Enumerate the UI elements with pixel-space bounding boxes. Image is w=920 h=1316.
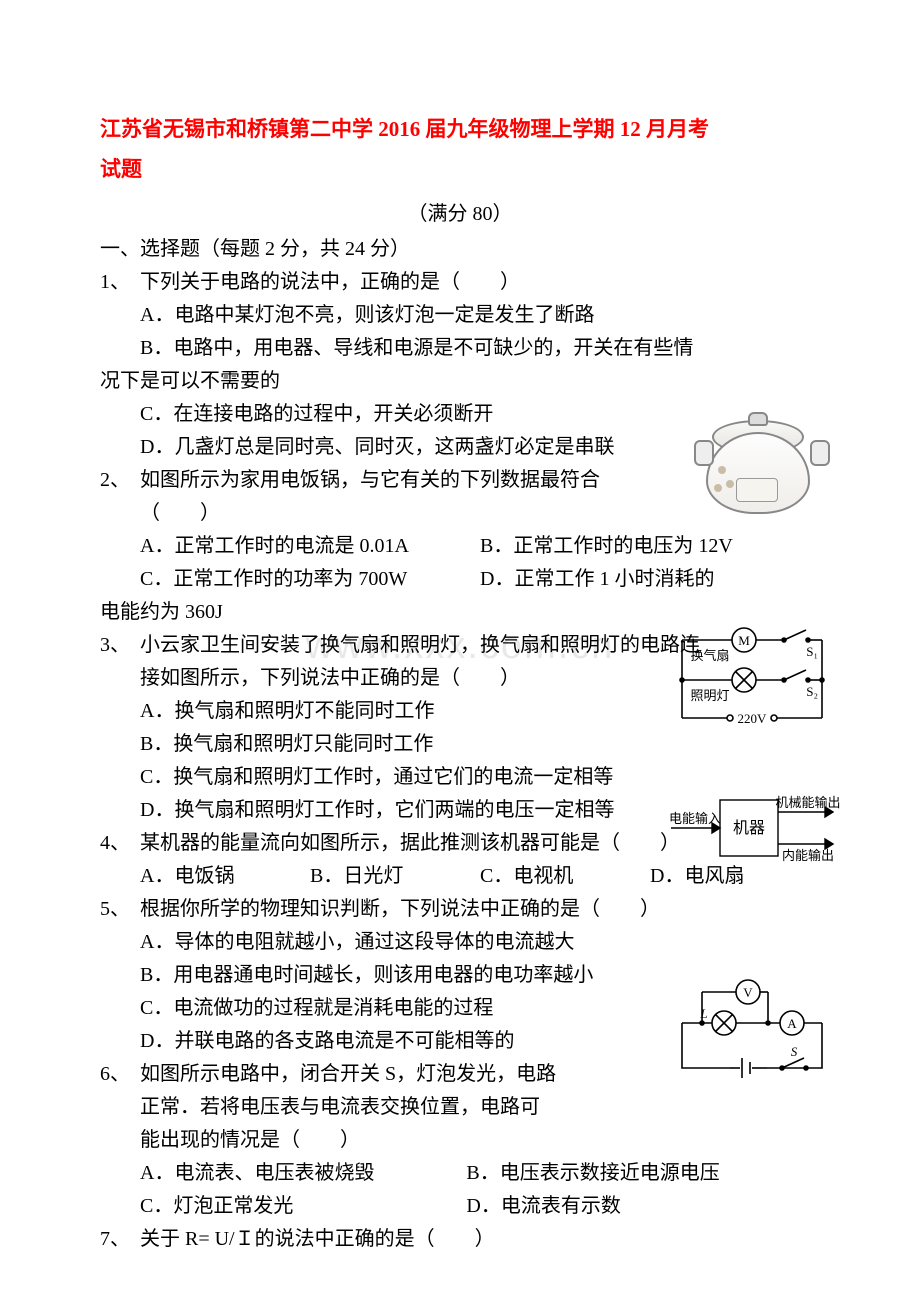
- voltmeter-label: V: [743, 985, 753, 1000]
- mechanical-output-label: 机械能输出: [775, 795, 840, 810]
- question-1: 1、 下列关于电路的说法中，正确的是（ ）: [100, 266, 820, 299]
- section-1-header: 一、选择题（每题 2 分，共 24 分）: [100, 233, 820, 266]
- rice-cooker-decor-icon: [714, 484, 722, 492]
- full-marks: （满分 80）: [100, 198, 820, 231]
- doc-title-2: 试题: [100, 150, 820, 190]
- q1-opt-b-part2: 况下是可以不需要的: [100, 365, 820, 398]
- heat-output-label: 内能输出: [782, 848, 834, 863]
- q5-opt-a: A．导体的电阻就越小，通过这段导体的电流越大: [100, 926, 820, 959]
- fan-label: 换气扇: [690, 648, 729, 663]
- q4-number: 4、: [100, 827, 140, 860]
- exam-page: www.xxx.com.cn 江苏省无锡市和桥镇第二中学 2016 届九年级物理…: [0, 0, 920, 1316]
- rice-cooker-knob: [748, 412, 768, 426]
- q6-number: 6、: [100, 1058, 140, 1091]
- switch-s1-label: S₁: [806, 644, 818, 659]
- q2-row-cd: C．正常工作时的功率为 700W D．正常工作 1 小时消耗的: [100, 563, 820, 596]
- q2-opt-b: B．正常工作时的电压为 12V: [480, 530, 820, 563]
- rice-cooker-panel: [736, 478, 778, 502]
- q4-opt-c: C．电视机: [480, 860, 650, 893]
- q7-number: 7、: [100, 1223, 140, 1256]
- rice-cooker-handle-right: [810, 440, 830, 466]
- q2-number: 2、: [100, 464, 140, 497]
- q1-stem: 下列关于电路的说法中，正确的是（ ）: [140, 266, 820, 299]
- switch-s-label: S: [791, 1044, 798, 1059]
- q6-opt-a: A．电流表、电压表被烧毁: [140, 1157, 466, 1190]
- energy-input-label: 电能输入: [669, 811, 721, 826]
- q3-number: 3、: [100, 629, 140, 662]
- q2-row-ab: A．正常工作时的电流是 0.01A B．正常工作时的电压为 12V: [100, 530, 820, 563]
- q6-opt-b: B．电压表示数接近电源电压: [466, 1157, 820, 1190]
- q2-opt-d-a: D．正常工作 1 小时消耗的: [480, 563, 820, 596]
- q1-opt-b-part1: B．电路中，用电器、导线和电源是不可缺少的，开关在有些情: [100, 332, 820, 365]
- ammeter-label: A: [787, 1016, 797, 1031]
- q6-opt-d: D．电流表有示数: [466, 1190, 820, 1223]
- question-5: 5、 根据你所学的物理知识判断，下列说法中正确的是（ ）: [100, 893, 820, 926]
- q2-opt-a: A．正常工作时的电流是 0.01A: [140, 530, 480, 563]
- meter-swap-circuit-figure: V A L S: [672, 978, 832, 1083]
- rice-cooker-decor-icon: [726, 480, 734, 488]
- energy-flow-figure: 电能输入 机器 机械能输出 内能输出: [665, 790, 840, 870]
- q4-opt-b: B．日光灯: [310, 860, 480, 893]
- rice-cooker-figure: [692, 410, 832, 520]
- q2-opt-c: C．正常工作时的功率为 700W: [140, 563, 480, 596]
- q6-opt-c: C．灯泡正常发光: [140, 1190, 466, 1223]
- q6-row-ab: A．电流表、电压表被烧毁 B．电压表示数接近电源电压: [100, 1157, 820, 1190]
- q4-opt-a: A．电饭锅: [140, 860, 310, 893]
- q1-number: 1、: [100, 266, 140, 299]
- q7-stem: 关于 R= U/Ｉ的说法中正确的是（ ）: [140, 1223, 820, 1256]
- doc-title-1: 江苏省无锡市和桥镇第二中学 2016 届九年级物理上学期 12 月月考: [100, 110, 820, 150]
- machine-box-label: 机器: [733, 819, 765, 837]
- q6-stem-b: 正常．若将电压表与电流表交换位置，电路可: [100, 1091, 820, 1124]
- motor-m-label: M: [738, 633, 750, 648]
- q1-opt-a: A．电路中某灯泡不亮，则该灯泡一定是发生了断路: [100, 299, 820, 332]
- lamp-l-label: L: [699, 1006, 707, 1021]
- voltage-220v-label: 220V: [738, 711, 768, 726]
- rice-cooker-decor-icon: [718, 466, 726, 474]
- q6-stem-c: 能出现的情况是（ ）: [100, 1124, 820, 1157]
- switch-s2-label: S₂: [806, 684, 818, 699]
- q5-number: 5、: [100, 893, 140, 926]
- lamp-label: 照明灯: [690, 688, 729, 703]
- q3-opt-c: C．换气扇和照明灯工作时，通过它们的电流一定相等: [100, 761, 820, 794]
- q6-row-cd: C．灯泡正常发光 D．电流表有示数: [100, 1190, 820, 1223]
- rice-cooker-handle-left: [694, 440, 714, 466]
- question-7: 7、 关于 R= U/Ｉ的说法中正确的是（ ）: [100, 1223, 820, 1256]
- fan-lamp-circuit-figure: M 换气扇 S₁ 照明灯 S₂ 220V: [672, 620, 832, 740]
- q5-stem: 根据你所学的物理知识判断，下列说法中正确的是（ ）: [140, 893, 820, 926]
